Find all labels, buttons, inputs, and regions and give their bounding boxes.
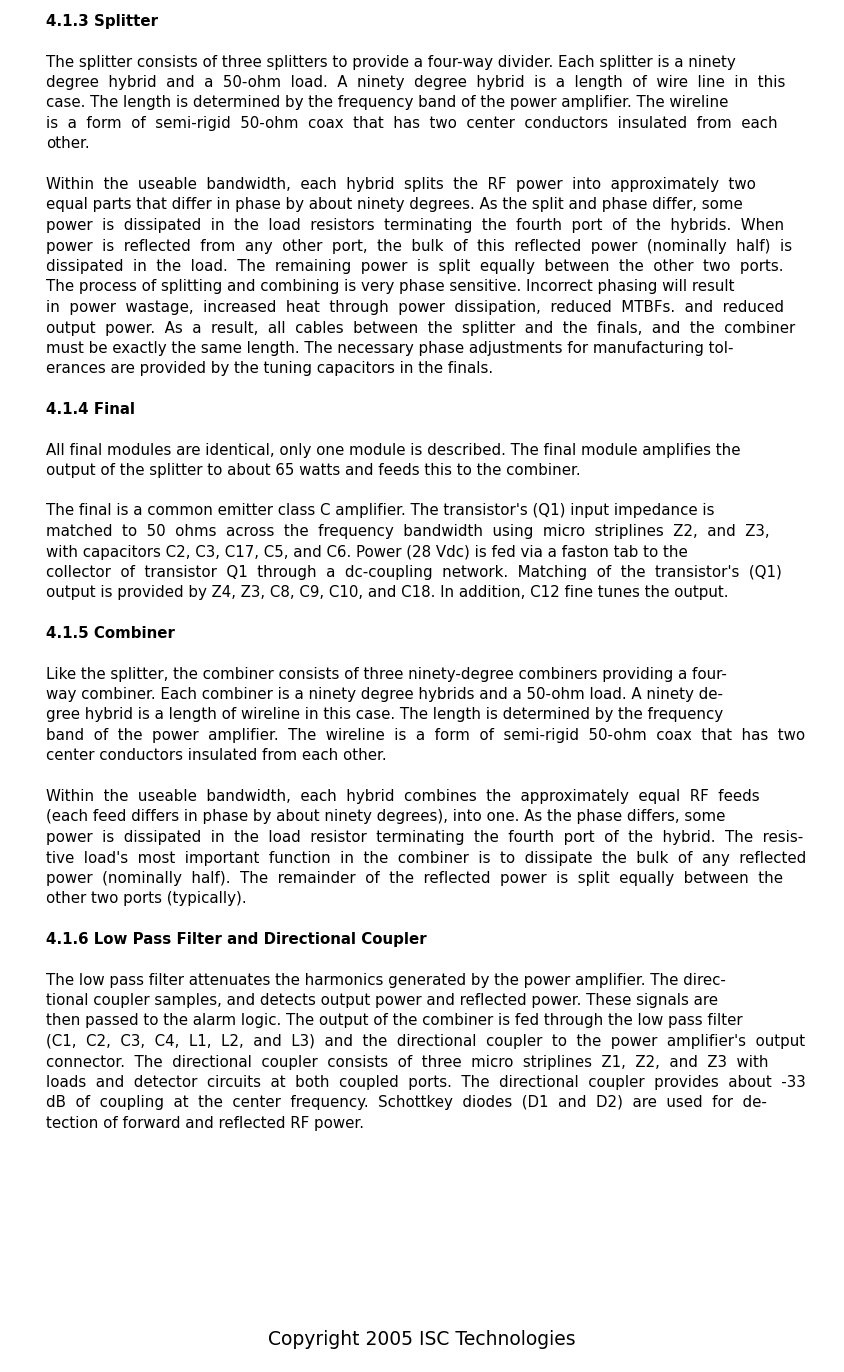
Text: way combiner. Each combiner is a ninety degree hybrids and a 50-ohm load. A nine: way combiner. Each combiner is a ninety … — [46, 687, 723, 702]
Text: Like the splitter, the combiner consists of three ninety-degree combiners provid: Like the splitter, the combiner consists… — [46, 667, 727, 682]
Text: in  power  wastage,  increased  heat  through  power  dissipation,  reduced  MTB: in power wastage, increased heat through… — [46, 300, 784, 316]
Text: The final is a common emitter class C amplifier. The transistor's (Q1) input imp: The final is a common emitter class C am… — [46, 504, 715, 519]
Text: center conductors insulated from each other.: center conductors insulated from each ot… — [46, 749, 387, 763]
Text: loads  and  detector  circuits  at  both  coupled  ports.  The  directional  cou: loads and detector circuits at both coup… — [46, 1076, 806, 1089]
Text: tional coupler samples, and detects output power and reflected power. These sign: tional coupler samples, and detects outp… — [46, 993, 718, 1008]
Text: gree hybrid is a length of wireline in this case. The length is determined by th: gree hybrid is a length of wireline in t… — [46, 708, 723, 723]
Text: collector  of  transistor  Q1  through  a  dc-coupling  network.  Matching  of  : collector of transistor Q1 through a dc-… — [46, 565, 782, 580]
Text: The splitter consists of three splitters to provide a four-way divider. Each spl: The splitter consists of three splitters… — [46, 55, 736, 70]
Text: 4.1.6 Low Pass Filter and Directional Coupler: 4.1.6 Low Pass Filter and Directional Co… — [46, 932, 426, 947]
Text: must be exactly the same length. The necessary phase adjustments for manufacturi: must be exactly the same length. The nec… — [46, 342, 733, 355]
Text: other.: other. — [46, 136, 89, 151]
Text: equal parts that differ in phase by about ninety degrees. As the split and phase: equal parts that differ in phase by abou… — [46, 198, 743, 213]
Text: power  is  dissipated  in  the  load  resistors  terminating  the  fourth  port : power is dissipated in the load resistor… — [46, 218, 784, 233]
Text: power  is  dissipated  in  the  load  resistor  terminating  the  fourth  port  : power is dissipated in the load resistor… — [46, 830, 803, 845]
Text: is  a  form  of  semi-rigid  50-ohm  coax  that  has  two  center  conductors  i: is a form of semi-rigid 50-ohm coax that… — [46, 117, 777, 130]
Text: then passed to the alarm logic. The output of the combiner is fed through the lo: then passed to the alarm logic. The outp… — [46, 1014, 743, 1029]
Text: matched  to  50  ohms  across  the  frequency  bandwidth  using  micro  striplin: matched to 50 ohms across the frequency … — [46, 524, 770, 539]
Text: erances are provided by the tuning capacitors in the finals.: erances are provided by the tuning capac… — [46, 361, 493, 376]
Text: Copyright 2005 ISC Technologies: Copyright 2005 ISC Technologies — [268, 1329, 576, 1349]
Text: with capacitors C2, C3, C17, C5, and C6. Power (28 Vdc) is fed via a faston tab : with capacitors C2, C3, C17, C5, and C6.… — [46, 545, 688, 560]
Text: The process of splitting and combining is very phase sensitive. Incorrect phasin: The process of splitting and combining i… — [46, 280, 734, 295]
Text: band  of  the  power  amplifier.  The  wireline  is  a  form  of  semi-rigid  50: band of the power amplifier. The wirelin… — [46, 729, 805, 744]
Text: The low pass filter attenuates the harmonics generated by the power amplifier. T: The low pass filter attenuates the harmo… — [46, 973, 726, 988]
Text: (each feed differs in phase by about ninety degrees), into one. As the phase dif: (each feed differs in phase by about nin… — [46, 809, 725, 825]
Text: tection of forward and reflected RF power.: tection of forward and reflected RF powe… — [46, 1115, 364, 1131]
Text: output of the splitter to about 65 watts and feeds this to the combiner.: output of the splitter to about 65 watts… — [46, 462, 581, 477]
Text: degree  hybrid  and  a  50-ohm  load.  A  ninety  degree  hybrid  is  a  length : degree hybrid and a 50-ohm load. A ninet… — [46, 75, 786, 91]
Text: 4.1.4 Final: 4.1.4 Final — [46, 402, 135, 417]
Text: connector.  The  directional  coupler  consists  of  three  micro  striplines  Z: connector. The directional coupler consi… — [46, 1055, 769, 1070]
Text: (C1,  C2,  C3,  C4,  L1,  L2,  and  L3)  and  the  directional  coupler  to  the: (C1, C2, C3, C4, L1, L2, and L3) and the… — [46, 1034, 805, 1050]
Text: output  power.  As  a  result,  all  cables  between  the  splitter  and  the  f: output power. As a result, all cables be… — [46, 321, 795, 336]
Text: case. The length is determined by the frequency band of the power amplifier. The: case. The length is determined by the fr… — [46, 96, 728, 111]
Text: dissipated  in  the  load.  The  remaining  power  is  split  equally  between  : dissipated in the load. The remaining po… — [46, 259, 783, 274]
Text: Within  the  useable  bandwidth,  each  hybrid  combines  the  approximately  eq: Within the useable bandwidth, each hybri… — [46, 789, 760, 804]
Text: power  (nominally  half).  The  remainder  of  the  reflected  power  is  split : power (nominally half). The remainder of… — [46, 871, 783, 886]
Text: power  is  reflected  from  any  other  port,  the  bulk  of  this  reflected  p: power is reflected from any other port, … — [46, 239, 793, 254]
Text: dB  of  coupling  at  the  center  frequency.  Schottkey  diodes  (D1  and  D2) : dB of coupling at the center frequency. … — [46, 1095, 767, 1110]
Text: tive  load's  most  important  function  in  the  combiner  is  to  dissipate  t: tive load's most important function in t… — [46, 851, 806, 866]
Text: output is provided by Z4, Z3, C8, C9, C10, and C18. In addition, C12 fine tunes : output is provided by Z4, Z3, C8, C9, C1… — [46, 586, 728, 601]
Text: other two ports (typically).: other two ports (typically). — [46, 892, 246, 907]
Text: All final modules are identical, only one module is described. The final module : All final modules are identical, only on… — [46, 443, 740, 457]
Text: Within  the  useable  bandwidth,  each  hybrid  splits  the  RF  power  into  ap: Within the useable bandwidth, each hybri… — [46, 177, 756, 192]
Text: 4.1.3 Splitter: 4.1.3 Splitter — [46, 14, 158, 29]
Text: 4.1.5 Combiner: 4.1.5 Combiner — [46, 626, 175, 641]
